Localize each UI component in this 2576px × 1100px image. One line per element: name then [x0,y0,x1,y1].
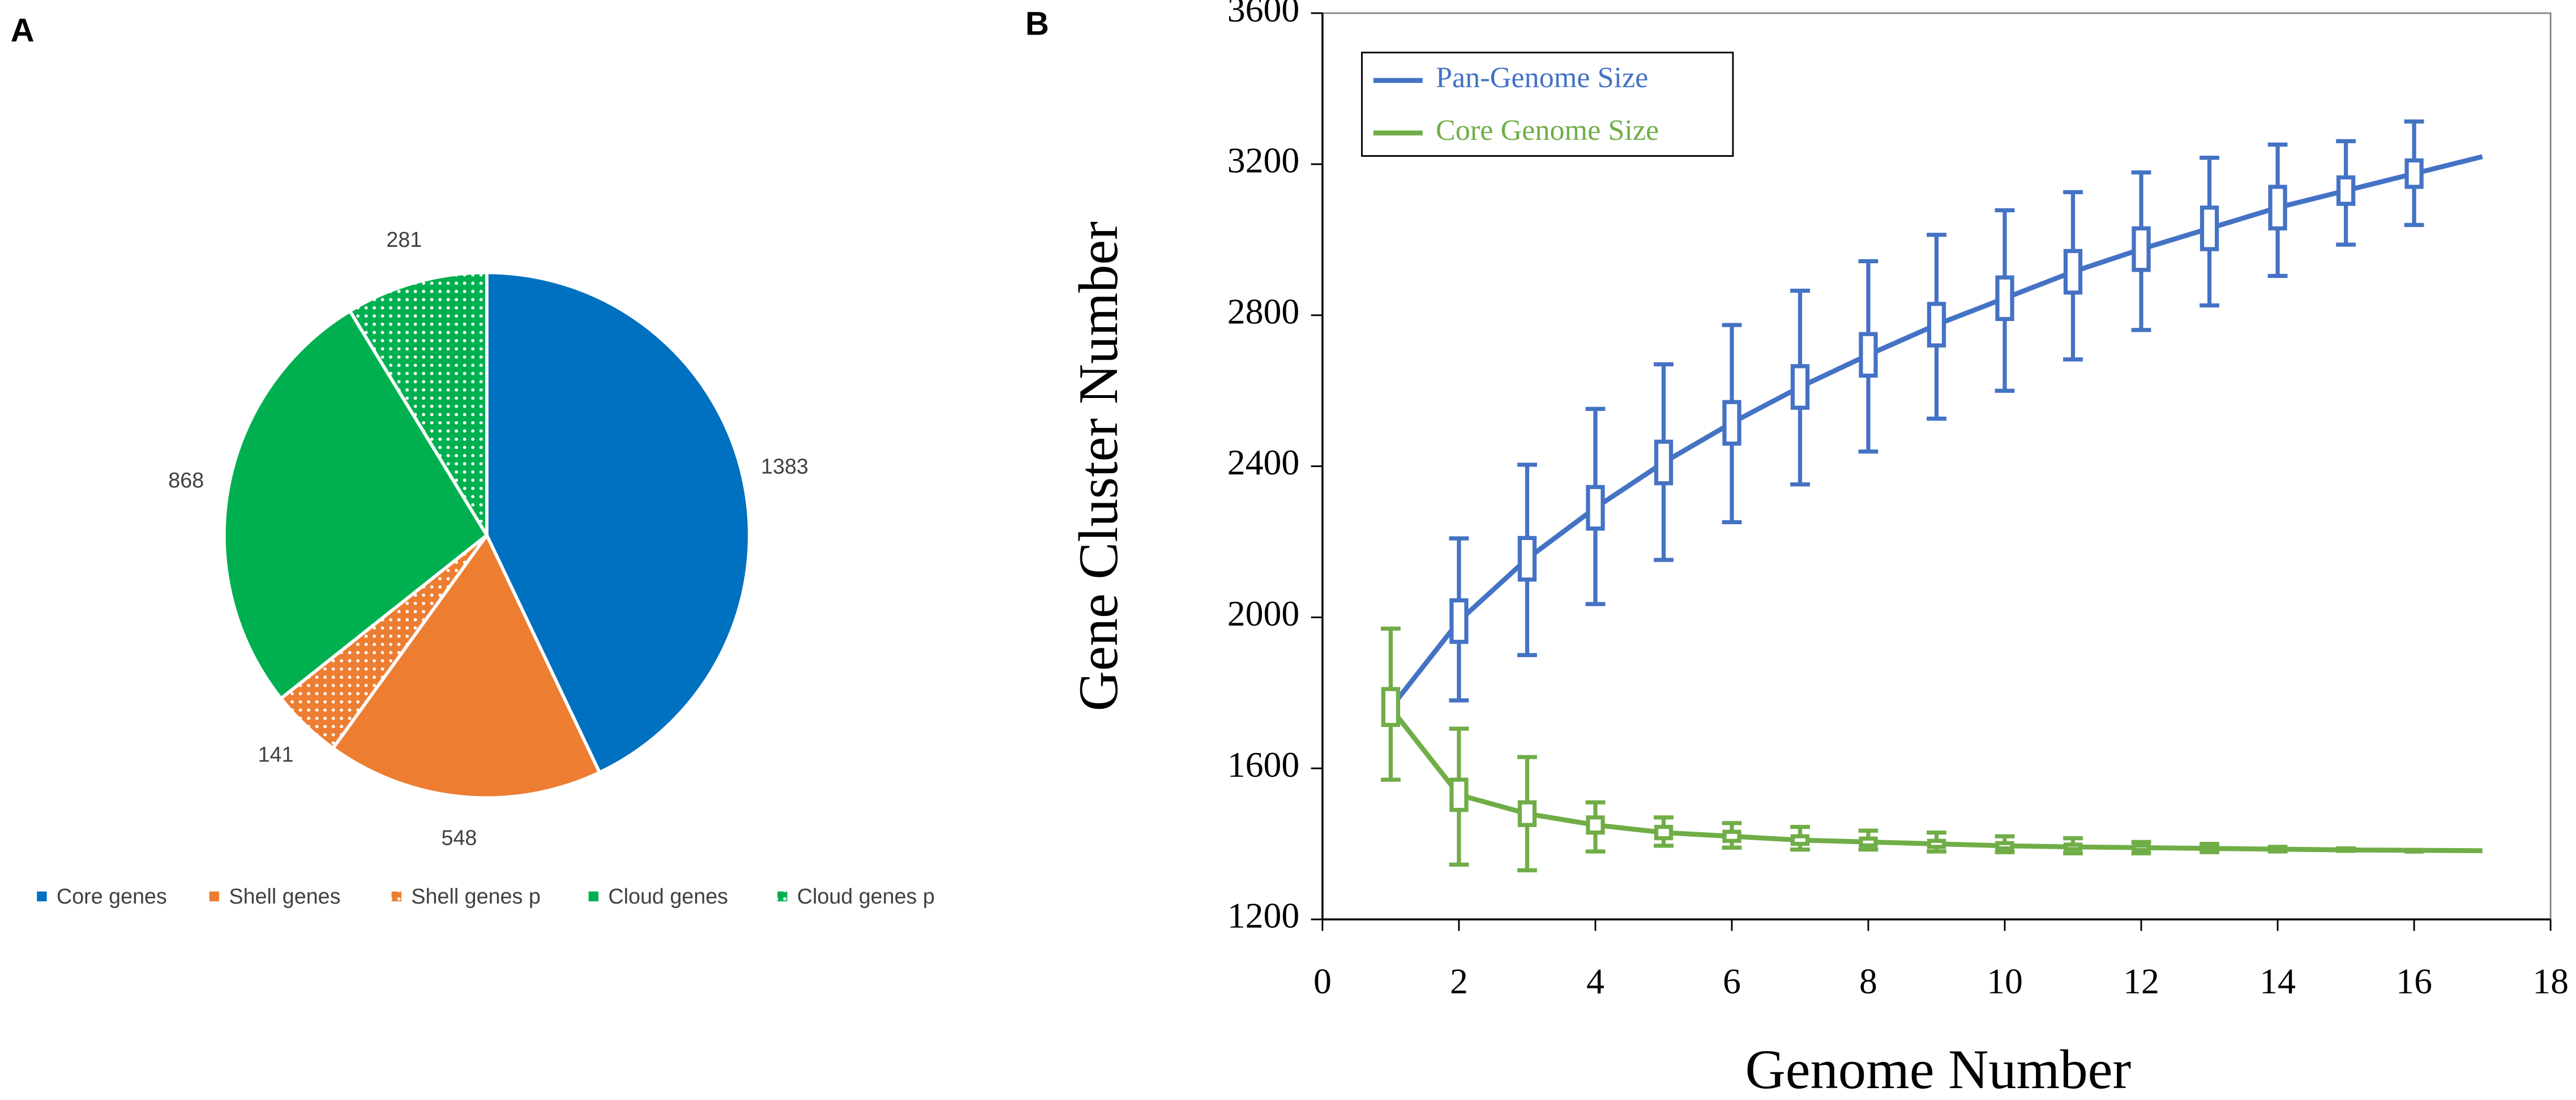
pie-slice [485,271,751,775]
panel-label: A [11,12,35,49]
box [2404,158,2424,189]
y-axis-title: Gene Cluster Number [1068,221,1129,711]
legend-box [1361,52,1734,157]
y-tick-label: 1600 [1227,744,1300,785]
legend-swatch [209,891,220,902]
box [1722,400,1741,446]
box [1654,824,1674,841]
x-tick-label: 4 [1586,961,1604,1001]
data-label: 1383 [761,455,808,478]
box [2268,845,2287,853]
legend-label: Pan-Genome Size [1436,61,1648,94]
box [1381,687,1401,727]
x-tick-label: 2 [1450,961,1468,1001]
box [1586,815,1605,835]
x-tick-label: 10 [1987,961,2023,1001]
box [1449,598,1469,644]
box [1995,841,2014,851]
box [2132,226,2151,272]
data-label: 281 [386,228,422,251]
x-axis-title: Genome Number [1745,1039,2132,1100]
legend-label: Shell genes p [411,884,540,908]
box [2336,175,2356,206]
legend-swatch [37,891,47,902]
box [1927,838,1946,849]
legend-label: Cloud genes [608,884,728,908]
x-tick-label: 18 [2532,961,2569,1001]
data-label: 868 [168,468,204,492]
legend-swatch [777,891,788,902]
legend-label: Cloud genes p [797,884,935,908]
pie-slice [222,309,489,701]
legend-swatch [391,891,401,902]
box [1790,834,1810,846]
box [1722,829,1741,843]
box [1927,302,1946,348]
box [1517,536,1537,582]
legend-label: Core genes [57,884,167,908]
y-tick-label: 2800 [1227,291,1300,331]
box [2063,842,2083,851]
legend-label: Shell genes [229,884,341,908]
box [1859,836,1878,848]
y-tick-label: 3200 [1227,140,1300,181]
legend-swatch [588,891,598,902]
y-tick-label: 3600 [1227,0,1300,29]
x-tick-label: 8 [1859,961,1877,1001]
x-tick-label: 6 [1723,961,1741,1001]
box [1586,485,1605,531]
box [1517,800,1537,827]
pie-slice [348,271,489,541]
box [2200,206,2219,251]
box [2336,847,2356,853]
box [1859,332,1878,378]
panel-label: B [1025,6,1049,42]
x-tick-label: 0 [1313,961,1332,1001]
pie-slice [331,532,602,800]
box [1449,777,1469,812]
legend-label: Core Genome Size [1436,114,1659,147]
box [1790,364,1810,410]
data-label: 548 [441,826,477,850]
series-line [1388,706,2483,853]
x-tick-label: 12 [2123,961,2159,1001]
box [2200,844,2219,853]
data-label: 141 [258,742,294,766]
box [2063,249,2083,295]
y-tick-label: 2000 [1227,593,1300,634]
box [2268,185,2287,231]
y-tick-label: 1200 [1227,896,1300,936]
box [1654,439,1674,486]
box [1995,275,2014,322]
x-tick-label: 14 [2260,961,2296,1001]
x-tick-label: 16 [2396,961,2432,1001]
box [2404,848,2424,854]
box [2132,843,2151,852]
y-tick-label: 2400 [1227,442,1300,482]
